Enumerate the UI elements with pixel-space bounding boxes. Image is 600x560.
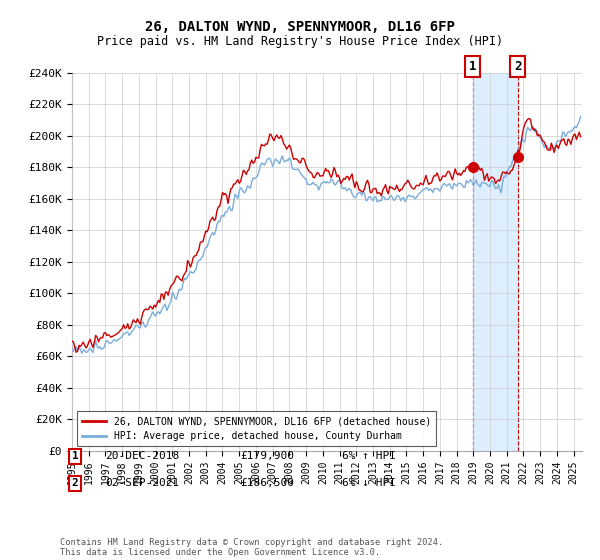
Text: 26, DALTON WYND, SPENNYMOOR, DL16 6FP: 26, DALTON WYND, SPENNYMOOR, DL16 6FP [145,20,455,34]
Legend: 26, DALTON WYND, SPENNYMOOR, DL16 6FP (detached house), HPI: Average price, deta: 26, DALTON WYND, SPENNYMOOR, DL16 6FP (d… [77,412,436,446]
Text: 6% ↓ HPI: 6% ↓ HPI [342,478,396,488]
Text: 1: 1 [469,60,476,73]
Text: Price paid vs. HM Land Registry's House Price Index (HPI): Price paid vs. HM Land Registry's House … [97,35,503,48]
Text: Contains HM Land Registry data © Crown copyright and database right 2024.
This d: Contains HM Land Registry data © Crown c… [60,538,443,557]
Text: 20-DEC-2018: 20-DEC-2018 [105,451,179,461]
Text: 2: 2 [71,478,79,488]
Text: 2: 2 [514,60,522,73]
Text: 1: 1 [71,451,79,461]
Text: 02-SEP-2021: 02-SEP-2021 [105,478,179,488]
Text: £179,900: £179,900 [240,451,294,461]
Text: 6% ↑ HPI: 6% ↑ HPI [342,451,396,461]
Text: £186,500: £186,500 [240,478,294,488]
Bar [473,73,518,451]
